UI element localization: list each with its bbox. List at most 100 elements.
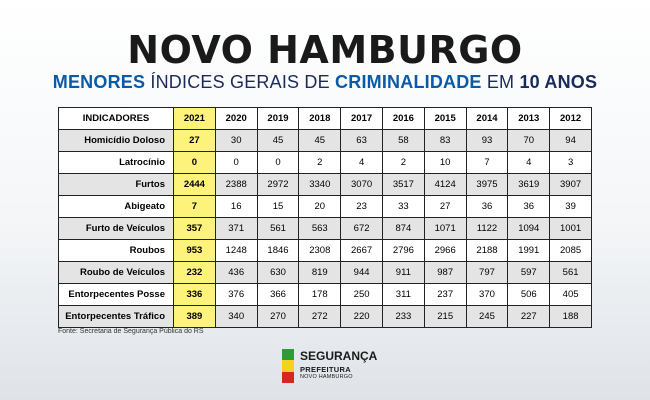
table-cell: 2972 xyxy=(256,173,300,196)
logo-prefeitura-text: PREFEITURA xyxy=(300,365,351,374)
table-cell: 220 xyxy=(340,305,383,328)
flag-stripes-icon xyxy=(282,349,294,383)
table-cell: 0 xyxy=(214,151,258,174)
red-stripe xyxy=(282,371,294,383)
table-cell: 2667 xyxy=(340,239,383,262)
table-cell: 2 xyxy=(298,151,342,174)
table-cell: 272 xyxy=(298,305,342,328)
table-cell: 405 xyxy=(549,283,592,306)
table-cell: 371 xyxy=(214,217,258,240)
table-cell: 27 xyxy=(423,195,467,218)
indicator-label: Furto de Veículos xyxy=(58,217,174,240)
yellow-stripe xyxy=(282,360,294,372)
column-header-2014: 2014 xyxy=(465,107,509,130)
indicator-label: Abigeato xyxy=(58,195,174,218)
table-cell: 93 xyxy=(465,129,509,152)
column-header-2012: 2012 xyxy=(549,107,592,130)
table-row: Entorpecentes Tráfico 389 340 270 272 220 233 2… xyxy=(58,305,592,328)
table-cell: 16 xyxy=(214,195,258,218)
table-cell: 2388 xyxy=(214,173,258,196)
table-cell: 2 xyxy=(381,151,425,174)
table-cell-2021: 27 xyxy=(173,129,216,152)
table-cell: 819 xyxy=(298,261,342,284)
table-cell: 23 xyxy=(340,195,383,218)
table-cell: 7 xyxy=(465,151,509,174)
table-cell: 1122 xyxy=(465,217,509,240)
indicator-label: Furtos xyxy=(58,173,174,196)
subtitle-text-em: EM xyxy=(481,72,520,92)
table-cell: 2966 xyxy=(423,239,467,262)
table-cell-2021: 389 xyxy=(173,305,216,328)
table-cell: 188 xyxy=(549,305,592,328)
crime-indicators-table: INDICADORES 2021 2020 2019 2018 2017 201… xyxy=(58,107,592,328)
table-cell: 3 xyxy=(549,151,592,174)
subtitle-text-10-anos: 10 ANOS xyxy=(519,72,598,92)
table-cell: 33 xyxy=(381,195,425,218)
table-cell: 10 xyxy=(423,151,467,174)
column-header-2019: 2019 xyxy=(256,107,300,130)
table-cell: 45 xyxy=(256,129,300,152)
table-cell: 227 xyxy=(507,305,551,328)
table-cell: 563 xyxy=(298,217,342,240)
table-row: Roubo de Veículos 232 436 630 819 944 911 987 79… xyxy=(58,261,592,284)
table-cell: 215 xyxy=(423,305,467,328)
table-cell-2021: 953 xyxy=(173,239,216,262)
green-stripe xyxy=(282,349,294,361)
table-cell: 94 xyxy=(549,129,592,152)
table-cell-2021: 336 xyxy=(173,283,216,306)
subtitle-highlight-menores: MENORES xyxy=(52,72,146,92)
table-cell: 987 xyxy=(423,261,467,284)
column-header-2020: 2020 xyxy=(214,107,258,130)
table-cell: 376 xyxy=(214,283,258,306)
table-cell: 597 xyxy=(507,261,551,284)
table-cell: 15 xyxy=(256,195,300,218)
table-cell-2021: 0 xyxy=(173,151,216,174)
table-cell: 4124 xyxy=(423,173,467,196)
column-header-2017: 2017 xyxy=(340,107,383,130)
table-cell: 3070 xyxy=(340,173,383,196)
table-cell: 30 xyxy=(214,129,258,152)
table-cell: 1001 xyxy=(549,217,592,240)
table-cell: 3517 xyxy=(381,173,425,196)
table-cell: 4 xyxy=(507,151,551,174)
table-cell: 1846 xyxy=(256,239,300,262)
table-cell: 3975 xyxy=(465,173,509,196)
logo-novo-hamburgo-text: NOVO HAMBURGO xyxy=(300,374,353,380)
table-cell: 1248 xyxy=(214,239,258,262)
column-header-2021: 2021 xyxy=(173,107,216,130)
table-cell: 561 xyxy=(256,217,300,240)
indicator-label: Entorpecentes Posse xyxy=(58,283,174,306)
table-cell: 311 xyxy=(381,283,425,306)
table-cell: 270 xyxy=(256,305,300,328)
table-cell: 561 xyxy=(549,261,592,284)
table-cell: 0 xyxy=(256,151,300,174)
table-cell: 370 xyxy=(465,283,509,306)
table-cell: 1071 xyxy=(423,217,467,240)
table-cell: 245 xyxy=(465,305,509,328)
table-cell: 63 xyxy=(340,129,383,152)
table-cell: 83 xyxy=(423,129,467,152)
table-cell: 366 xyxy=(256,283,300,306)
table-cell: 36 xyxy=(465,195,509,218)
table-cell: 178 xyxy=(298,283,342,306)
table-cell: 3340 xyxy=(298,173,342,196)
table-cell: 874 xyxy=(381,217,425,240)
table-cell: 233 xyxy=(381,305,425,328)
table-row: Homicídio Doloso 27 30 45 45 63 58 83 93 70 94 xyxy=(58,129,592,152)
column-header-2015: 2015 xyxy=(423,107,467,130)
column-header-2018: 2018 xyxy=(298,107,342,130)
indicator-label: Roubo de Veículos xyxy=(58,261,174,284)
column-header-2016: 2016 xyxy=(381,107,425,130)
table-row: Furto de Veículos 357 371 561 563 672 874 1071 1… xyxy=(58,217,592,240)
table-cell-2021: 357 xyxy=(173,217,216,240)
table-cell: 3619 xyxy=(507,173,551,196)
table-cell-2021: 2444 xyxy=(173,173,216,196)
table-cell: 70 xyxy=(507,129,551,152)
page-subtitle: MENORES ÍNDICES GERAIS DE CRIMINALIDADE … xyxy=(0,72,650,93)
table-header-row: INDICADORES 2021 2020 2019 2018 2017 201… xyxy=(58,107,592,130)
table-cell: 1991 xyxy=(507,239,551,262)
table-cell: 45 xyxy=(298,129,342,152)
source-note: Fonte: Secretaria de Segurança Pública d… xyxy=(58,328,204,335)
indicator-label: Latrocínio xyxy=(58,151,174,174)
table-row: Furtos 2444 2388 2972 3340 3070 3517 4124 3975 36… xyxy=(58,173,592,196)
